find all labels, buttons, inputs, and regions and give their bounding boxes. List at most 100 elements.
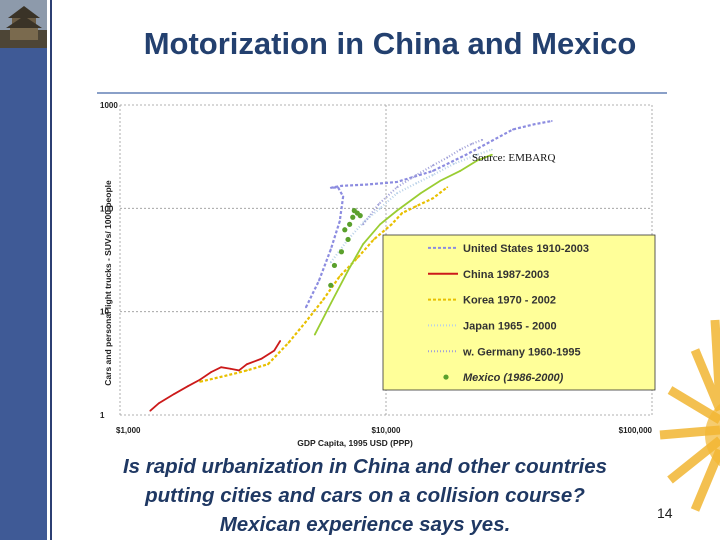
data-point [396, 209, 398, 212]
data-point [419, 192, 422, 195]
motorization-chart: 1 10 100 1000 $1,000 $10,000 $100,000 GDP Capi… [100, 101, 656, 448]
title-underline [97, 92, 667, 94]
data-point [329, 186, 332, 189]
data-point [199, 378, 201, 381]
legend-label: United States 1910-2003 [463, 243, 589, 255]
data-point [366, 183, 369, 186]
data-point [246, 363, 248, 366]
caption-line-3: Mexican experience says yes. [219, 513, 511, 536]
data-point [287, 341, 290, 344]
legend-marker [443, 374, 449, 380]
series-line [149, 340, 281, 412]
data-point [357, 213, 363, 219]
data-point [224, 374, 227, 377]
data-point [229, 367, 232, 370]
data-point [459, 148, 462, 151]
x-axis-label: GDP Capita, 1995 USD (PPP) [297, 438, 413, 448]
data-point [246, 369, 248, 372]
data-point [338, 249, 345, 255]
sidebar-bar [0, 0, 47, 540]
y-tick-label: 10 [100, 308, 109, 317]
data-point [415, 205, 418, 208]
caption-line-1: Is rapid urbanization in China and other… [122, 455, 608, 478]
legend-item: Korea 1970 - 2002 [428, 295, 556, 307]
series-w-germany-1960-1995 [362, 138, 484, 226]
y-tick-label: 1 [100, 411, 105, 420]
series-line [304, 119, 552, 308]
data-point [329, 302, 332, 305]
data-point [329, 261, 332, 264]
data-point [415, 174, 418, 176]
data-point [337, 186, 339, 189]
data-point [313, 333, 316, 336]
source-annotation: Source: EMBARQ [472, 152, 555, 164]
data-point [199, 380, 201, 383]
data-point [476, 159, 478, 162]
legend-box [382, 234, 656, 391]
data-point [490, 139, 493, 142]
series-china-1987-2003 [149, 340, 282, 412]
x-tick-label: $1,000 [116, 426, 141, 435]
data-point [550, 120, 553, 122]
legend-label: Mexico (1986-2000) [463, 372, 564, 384]
slide-caption: Is rapid urbanization in China and other… [55, 452, 675, 539]
data-point [490, 148, 493, 151]
data-point [149, 409, 152, 412]
data-point [331, 262, 338, 269]
slide-title: Motorization in China and Mexico [143, 26, 637, 61]
data-point [379, 223, 381, 226]
data-point [356, 257, 359, 259]
data-point [342, 227, 348, 233]
data-point [173, 393, 176, 395]
legend-item: China 1987-2003 [428, 269, 549, 281]
legend-label: Japan 1965 - 2000 [463, 320, 557, 332]
pagoda-photo [0, 0, 47, 48]
data-point [350, 214, 356, 220]
data-point [329, 248, 332, 251]
data-point [328, 282, 334, 288]
legend-label: Korea 1970 - 2002 [463, 295, 556, 307]
data-point [279, 340, 282, 342]
data-point [431, 197, 434, 200]
data-point [362, 223, 364, 226]
data-point [470, 143, 473, 145]
data-point [431, 174, 434, 176]
data-point [318, 279, 320, 282]
data-point [490, 153, 493, 156]
data-point [415, 182, 418, 185]
series-korea-1970-2002 [199, 186, 449, 383]
data-point [401, 212, 404, 214]
legend-label: w. Germany 1960-1995 [462, 346, 581, 358]
sidebar-divider [50, 0, 52, 540]
data-point [347, 221, 353, 227]
data-point [459, 170, 462, 172]
y-tick-label: 100 [100, 204, 114, 213]
legend-item: Mexico (1986-2000) [443, 372, 564, 384]
data-point [340, 184, 343, 187]
legend-item: w. Germany 1960-1995 [428, 346, 581, 358]
data-point [533, 123, 535, 126]
data-point [396, 192, 398, 195]
data-point [351, 208, 357, 214]
data-point [372, 238, 375, 241]
series-line [362, 138, 483, 226]
data-point [396, 181, 398, 183]
series-trend-6 [313, 153, 493, 336]
y-axis-label: Cars and personal light trucks - SUVs/ 1… [103, 180, 113, 386]
data-point [220, 366, 223, 369]
data-point [267, 363, 269, 366]
data-point [512, 128, 514, 131]
data-point [305, 320, 307, 323]
data-point [260, 357, 263, 360]
data-point [338, 275, 341, 278]
series-line [199, 186, 448, 383]
data-point [238, 369, 240, 372]
data-point [342, 195, 345, 198]
data-point [338, 220, 341, 223]
data-point [396, 186, 398, 189]
data-point [347, 269, 349, 272]
legend-item: Japan 1965 - 2000 [428, 320, 557, 332]
data-point [431, 164, 434, 167]
data-point [465, 153, 467, 156]
data-point [305, 306, 307, 309]
